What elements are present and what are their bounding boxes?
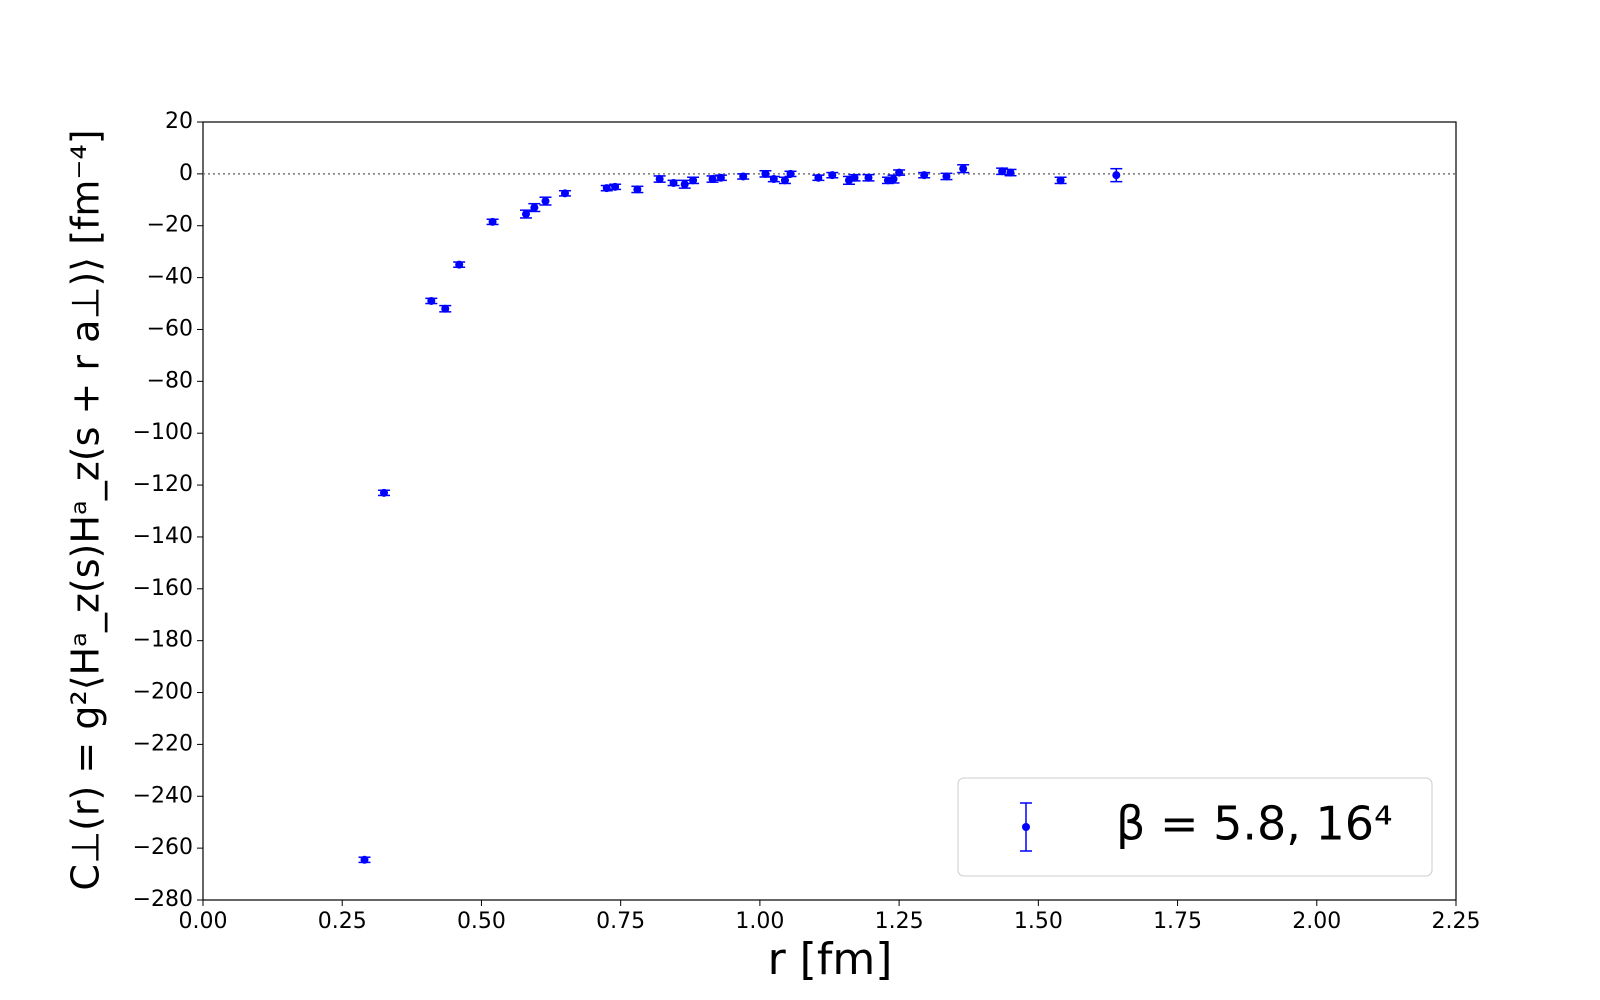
data-point <box>959 164 968 173</box>
y-tick-label: 0 <box>179 161 193 186</box>
data-point <box>864 173 873 182</box>
x-tick-label: 2.25 <box>1432 909 1481 934</box>
y-tick-label: −100 <box>133 420 193 445</box>
x-tick-label: 2.00 <box>1292 909 1341 934</box>
x-tick-label: 1.00 <box>735 909 784 934</box>
y-tick-label: −120 <box>133 472 193 497</box>
y-axis-label: C⊥(r) = g²⟨Hᵃ_z(s)Hᵃ_z(s + r a⊥)⟩ [fm⁻⁴] <box>64 129 108 890</box>
data-point <box>488 217 497 226</box>
y-tick-label: −200 <box>133 680 193 705</box>
x-axis-label: r [fm] <box>768 934 893 985</box>
data-point <box>850 173 859 182</box>
y-tick-label: −280 <box>133 887 193 912</box>
y-tick-label: −240 <box>133 783 193 808</box>
y-tick-label: −140 <box>133 524 193 549</box>
legend-frame <box>957 777 1433 877</box>
data-point <box>680 180 689 189</box>
y-tick-label: −80 <box>147 368 193 393</box>
data-point <box>895 168 904 177</box>
data-point <box>998 167 1007 176</box>
data-point <box>1006 168 1015 177</box>
y-tick-label: −60 <box>147 316 193 341</box>
plot-frame <box>202 121 1457 901</box>
x-tick-label: 1.50 <box>1014 909 1063 934</box>
data-point <box>427 296 436 305</box>
x-tick-label: 1.75 <box>1153 909 1202 934</box>
data-point <box>521 210 530 219</box>
data-point <box>455 260 464 269</box>
x-tick-label: 0.25 <box>318 909 367 934</box>
data-point <box>541 197 550 206</box>
data-point <box>530 203 539 212</box>
data-point <box>689 176 698 185</box>
data-point <box>786 169 795 178</box>
y-tick-label: −20 <box>147 213 193 238</box>
data-point <box>669 178 678 187</box>
data-point <box>560 189 569 198</box>
data-point <box>942 172 951 181</box>
y-tick-label: 20 <box>165 109 193 134</box>
legend-label: β = 5.8, 16⁴ <box>1116 797 1393 851</box>
data-point <box>379 488 388 497</box>
data-point <box>814 173 823 182</box>
y-tick-label: −220 <box>133 731 193 756</box>
data-point <box>602 184 611 193</box>
data-point <box>1112 171 1121 180</box>
data-point <box>780 176 789 185</box>
y-tick-label: −260 <box>133 835 193 860</box>
data-point <box>828 171 837 180</box>
data-point <box>441 304 450 313</box>
legend-marker <box>1022 823 1030 831</box>
data-point <box>920 171 929 180</box>
data-point <box>655 175 664 184</box>
data-point <box>889 175 898 184</box>
y-tick-label: −180 <box>133 628 193 653</box>
x-tick-label: 0.75 <box>596 909 645 934</box>
data-point <box>739 172 748 181</box>
data-point <box>1056 176 1065 185</box>
data-point <box>769 175 778 184</box>
x-tick-label: 0.00 <box>179 909 228 934</box>
legend: β = 5.8, 16⁴ <box>957 777 1433 877</box>
data-point <box>761 169 770 178</box>
x-tick-label: 1.25 <box>875 909 924 934</box>
x-tick-label: 0.50 <box>457 909 506 934</box>
data-point <box>716 173 725 182</box>
data-point <box>611 182 620 191</box>
data-point <box>708 175 717 184</box>
data-point <box>633 185 642 194</box>
y-tick-label: −160 <box>133 576 193 601</box>
data-point <box>360 855 369 864</box>
y-tick-label: −40 <box>147 265 193 290</box>
